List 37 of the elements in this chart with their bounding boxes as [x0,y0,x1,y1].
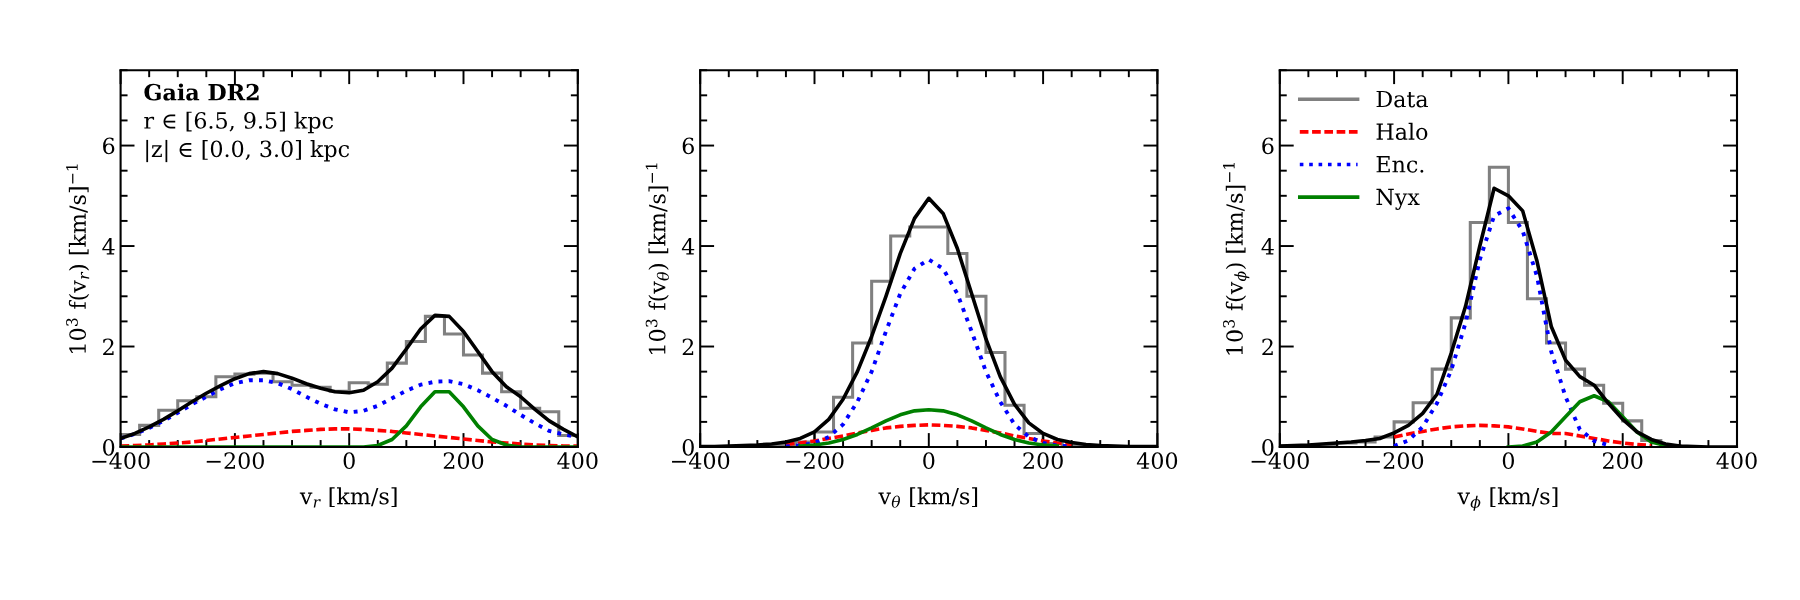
x-tick-label: 0 [343,452,355,470]
annotation: r ∈ [6.5, 9.5] kpc [144,111,333,134]
x-tick-label: 200 [1023,452,1063,470]
y-axis-title: 10$^{3}$ f(v$_{r}$) [km/s]$^{−1}$ [66,164,90,353]
y-tick-label: 2 [682,338,694,355]
legend-label: Nyx [1376,188,1420,210]
y-tick-label: 6 [1262,137,1274,155]
y-axis-title: 10$^{3}$ f(v$_{θ}$) [km/s]$^{−1}$ [645,163,669,354]
annotation: Gaia DR2 [144,83,259,101]
x-tick-label: 200 [443,452,484,470]
line-series [784,423,1074,447]
x-tick-label: −200 [786,452,844,470]
x-axis-title: v$_{r}$ [km/s] [299,487,397,508]
x-axis-title: v$_{θ}$ [km/s] [878,487,978,508]
line-series [798,408,1060,447]
y-tick-label: 4 [102,237,115,255]
x-tick-label: 400 [1136,452,1178,470]
y-tick-label: 2 [1262,338,1273,355]
y-tick-label: 4 [681,237,695,255]
y-tick-label: 4 [1261,237,1274,255]
line-series [1392,423,1654,447]
y-tick-label: 2 [103,338,114,355]
y-tick-label: 6 [103,137,115,155]
x-axis-title: v$_{ϕ}$ [km/s] [1457,487,1558,511]
legend-label: Enc. [1376,156,1424,173]
legend-label: Halo [1376,122,1428,141]
x-tick-label: 400 [557,452,598,470]
annotation: |z| ∈ [0.0, 3.0] kpc [146,139,350,163]
x-tick-label: 0 [1502,452,1514,470]
x-tick-label: 400 [1716,452,1757,470]
legend-label: Data [1376,90,1428,108]
y-axis-title: 10$^{3}$ f(v$_{ϕ}$) [km/s]$^{−1}$ [1223,162,1250,355]
x-tick-label: 200 [1603,452,1643,470]
x-tick-label: −200 [1365,452,1424,470]
y-tick-label: 6 [682,137,694,155]
x-tick-label: 0 [923,452,935,470]
x-tick-label: −200 [206,452,264,470]
